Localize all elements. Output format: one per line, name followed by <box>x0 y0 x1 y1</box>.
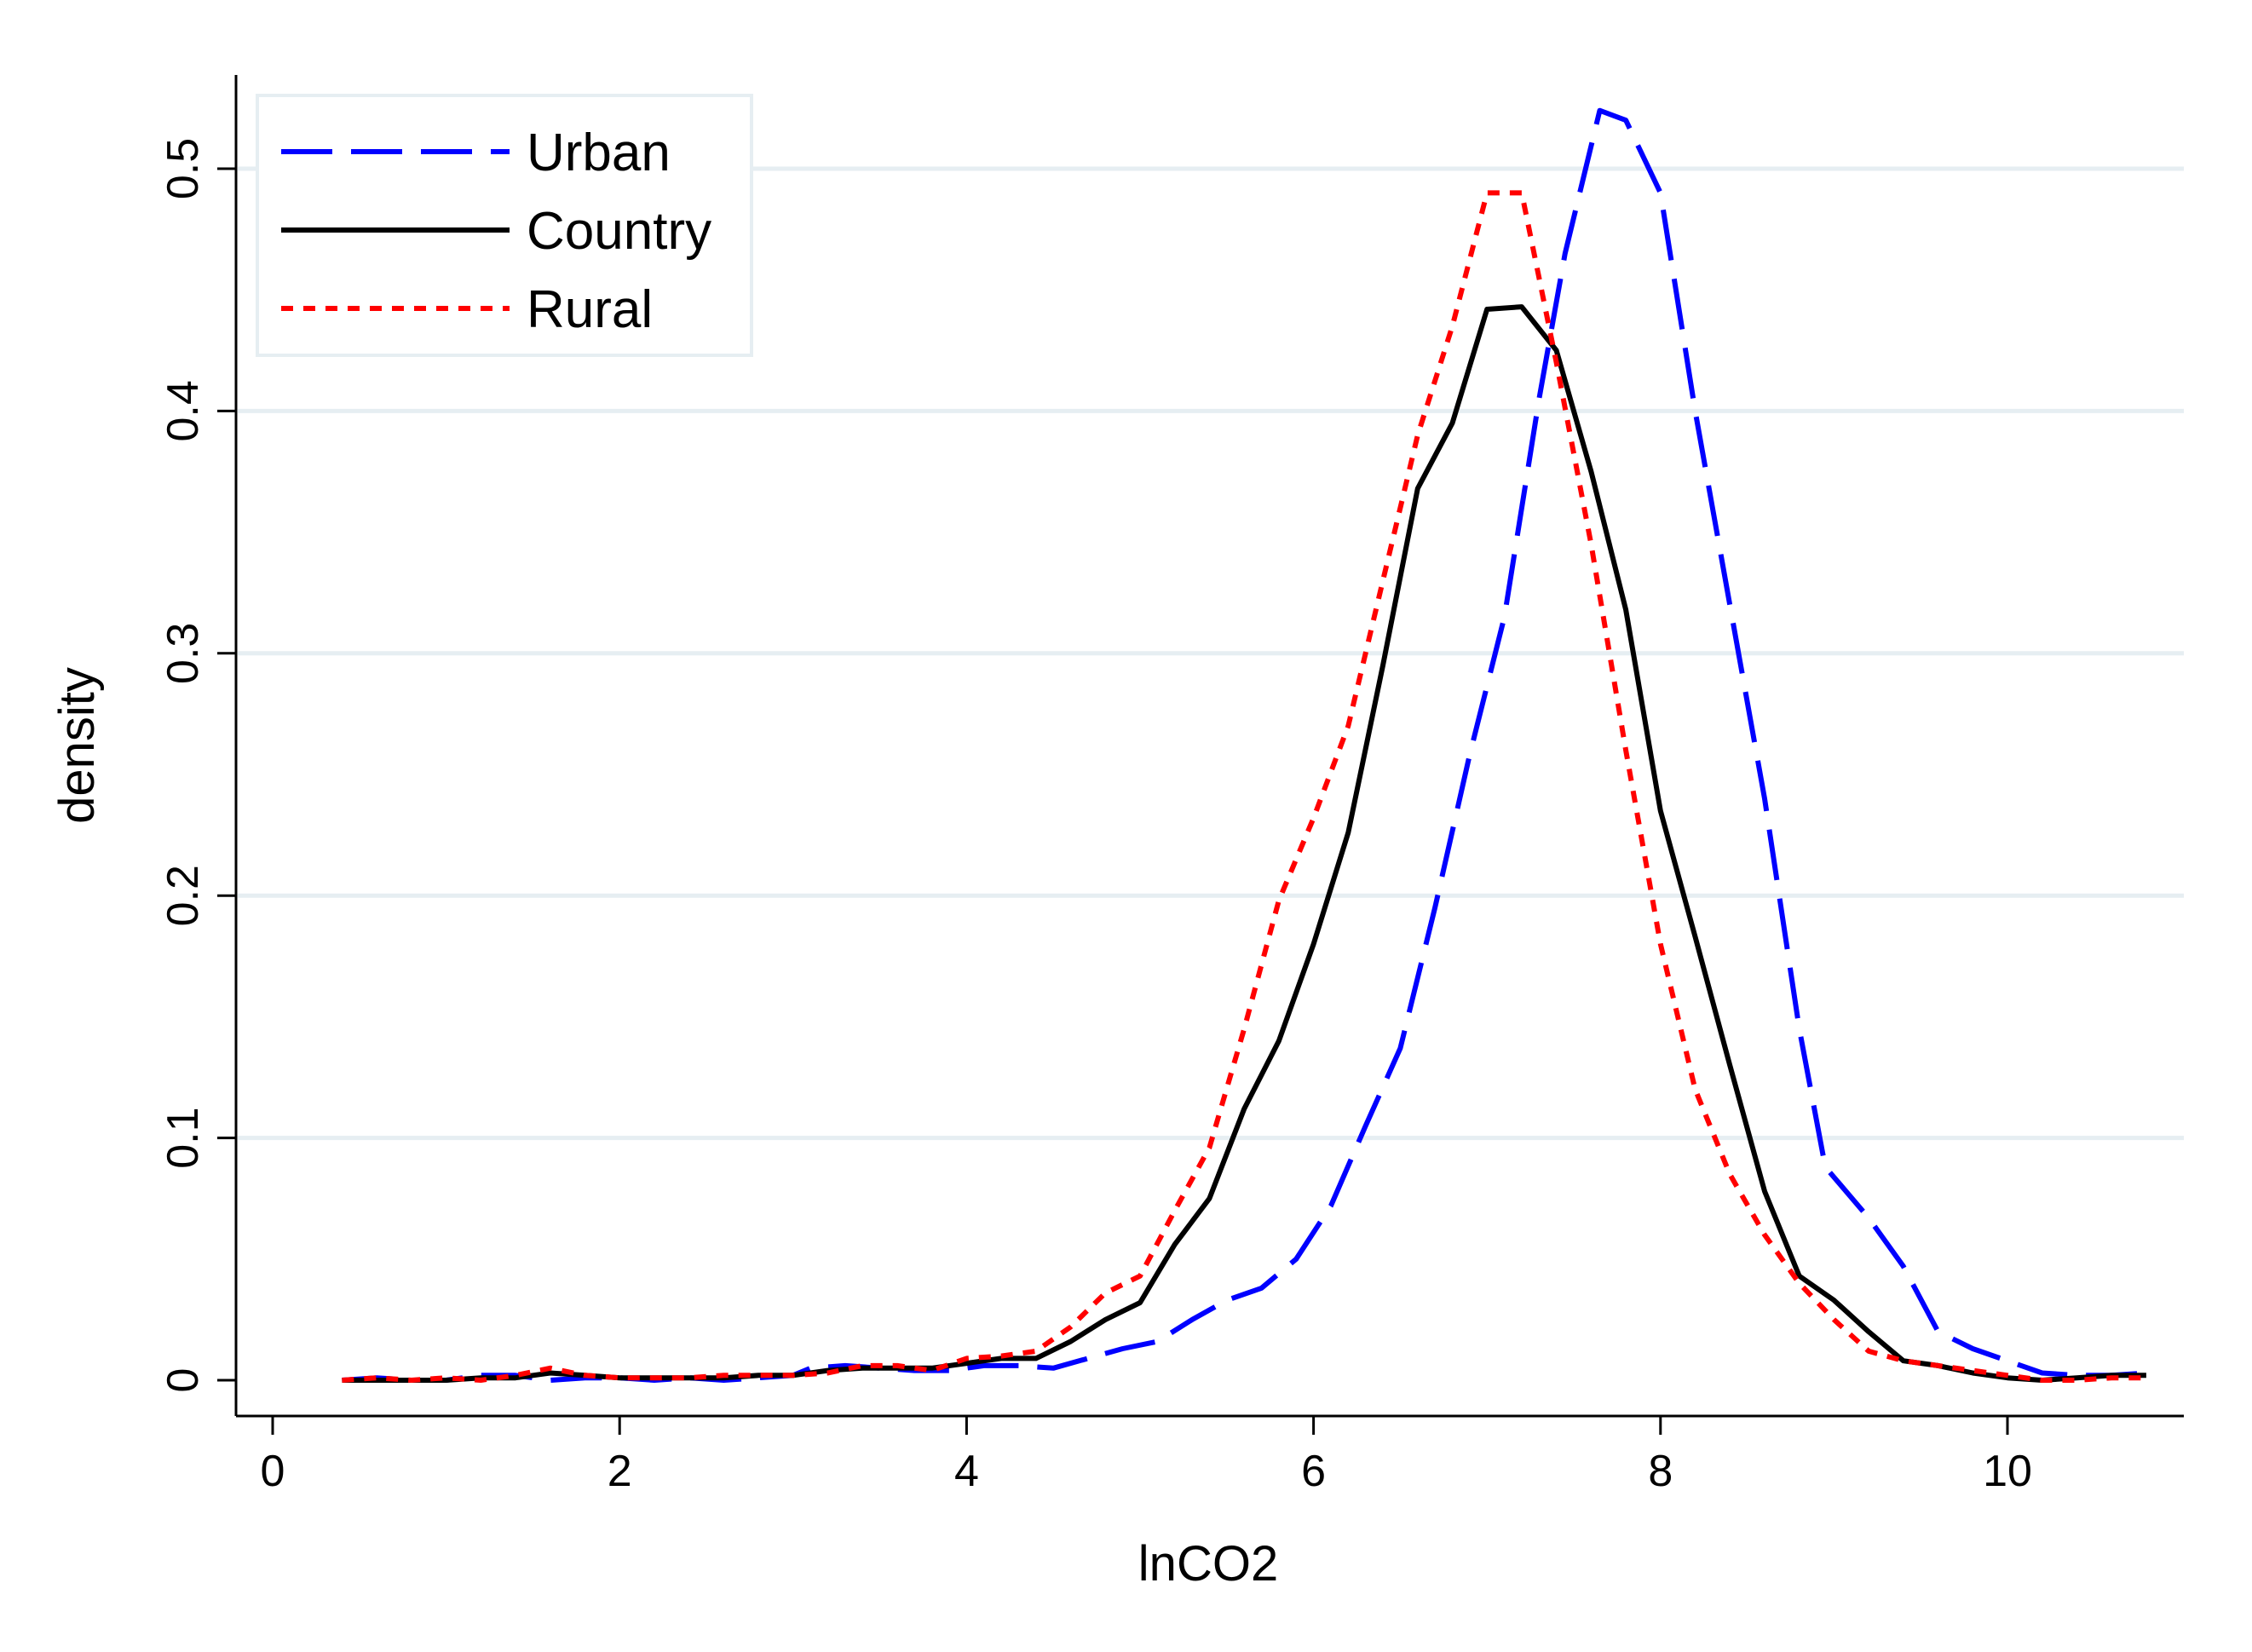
y-tick-label: 0.3 <box>158 623 208 684</box>
legend-label-rural: Rural <box>527 280 653 339</box>
x-tick-label: 4 <box>954 1447 979 1496</box>
series-lines <box>342 107 2147 1383</box>
x-tick-label: 6 <box>1301 1447 1326 1496</box>
y-tick-label: 0 <box>158 1368 208 1393</box>
x-tick-label: 8 <box>1648 1447 1673 1496</box>
y-tick-label: 0.1 <box>158 1107 208 1168</box>
x-tick-label: 10 <box>1983 1447 2032 1496</box>
y-tick-label: 0.5 <box>158 138 208 199</box>
y-tick-label: 0.4 <box>158 380 208 441</box>
axes: 0 0.1 0.2 0.3 0.4 0.5 0 2 4 6 8 10 <box>158 75 2184 1496</box>
x-axis-title: lnCO2 <box>1138 1536 1278 1592</box>
legend: Urban Country Rural <box>256 94 753 357</box>
y-axis-title: density <box>49 667 105 824</box>
legend-label-urban: Urban <box>527 124 671 182</box>
series-line-country <box>342 304 2146 1383</box>
legend-label-country: Country <box>527 202 711 261</box>
x-tick-label: 0 <box>261 1447 285 1496</box>
x-tick-label: 2 <box>608 1447 632 1496</box>
y-tick-label: 0.2 <box>158 865 208 926</box>
grid-lines <box>238 166 2184 1141</box>
legend-box <box>256 94 753 357</box>
